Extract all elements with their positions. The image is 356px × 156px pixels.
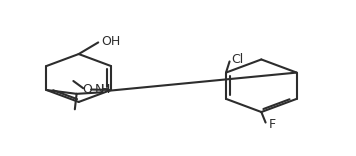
Text: F: F — [268, 118, 276, 131]
Text: H: H — [100, 83, 110, 96]
Text: O: O — [82, 83, 92, 96]
Text: Cl: Cl — [231, 53, 244, 66]
Text: N: N — [95, 83, 104, 96]
Text: OH: OH — [101, 35, 120, 48]
